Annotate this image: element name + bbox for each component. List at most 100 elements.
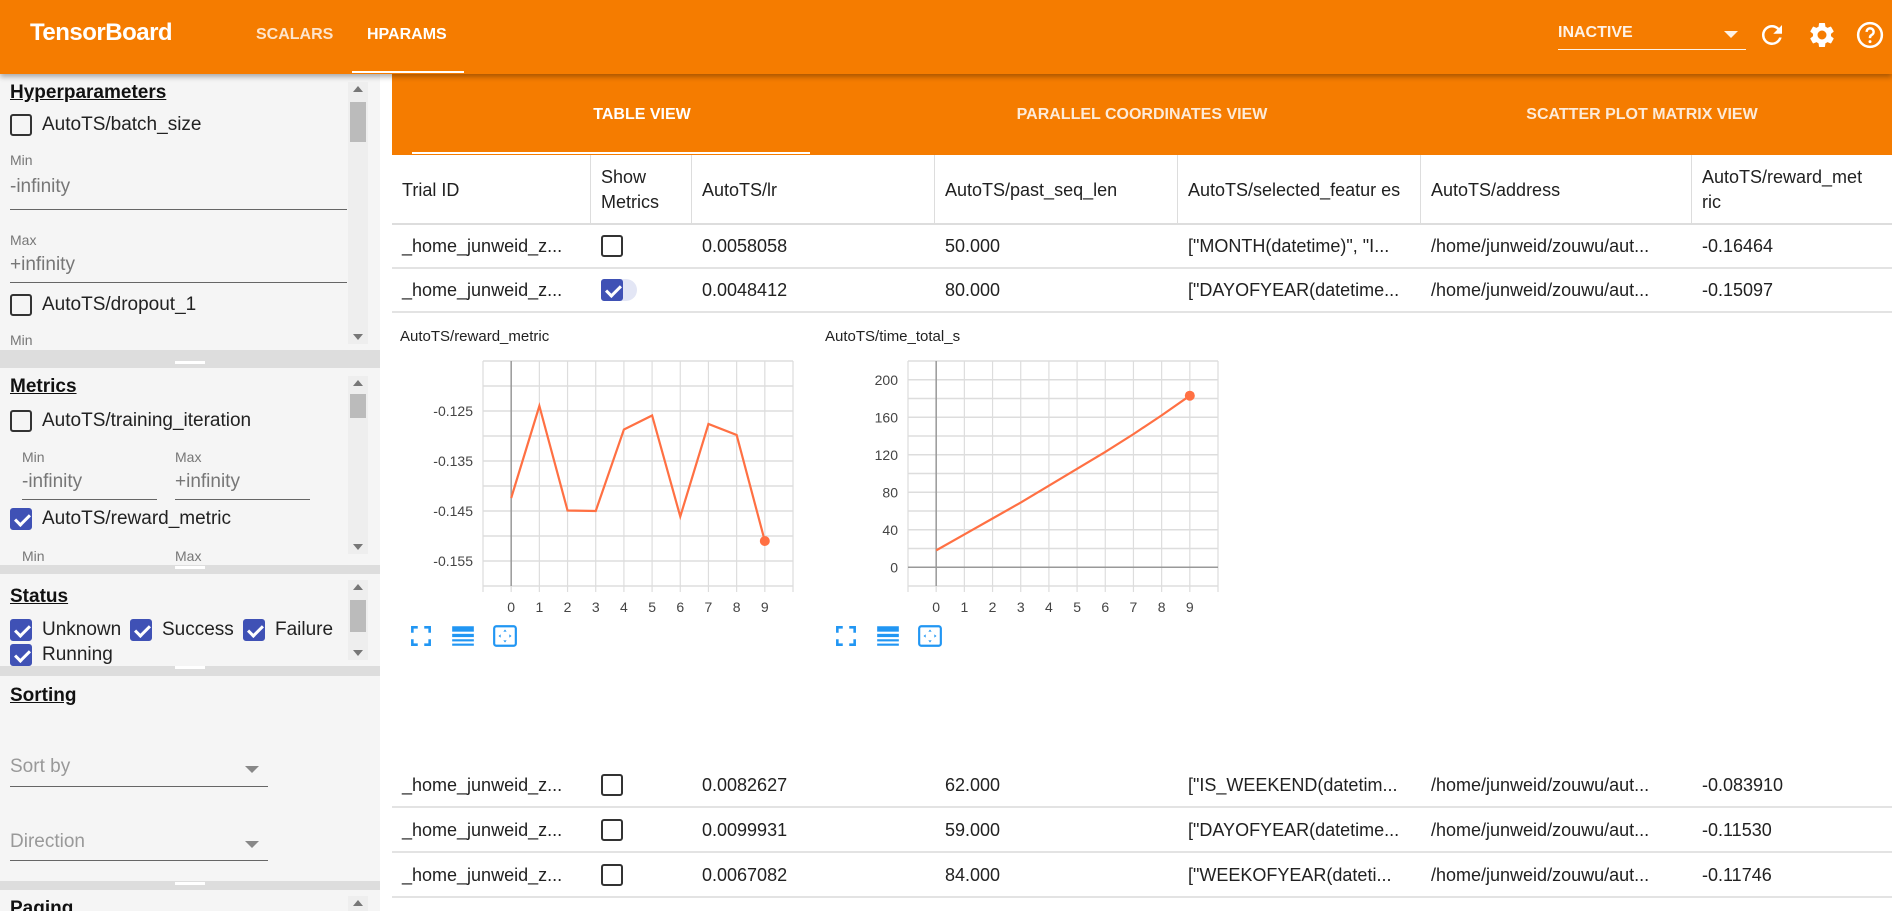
hparam-checkbox-dropout[interactable]	[10, 294, 32, 316]
hparam-checkbox-batch-size[interactable]	[10, 114, 32, 136]
series-line	[510, 402, 766, 542]
scroll-down-icon[interactable]	[353, 334, 363, 340]
show-metrics-checkbox[interactable]	[591, 225, 692, 267]
show-metrics-checkbox[interactable]	[591, 854, 692, 896]
scroll-up-icon[interactable]	[353, 584, 363, 590]
scroll-up-icon[interactable]	[353, 380, 363, 386]
sorting-section: Sorting Sort by Direction	[0, 676, 380, 881]
fullscreen-icon[interactable]	[408, 623, 434, 649]
top-app-bar: TensorBoard SCALARS HPARAMS INACTIVE	[0, 0, 1892, 74]
nav-tab-scalars[interactable]: SCALARS	[256, 26, 334, 43]
settings-icon[interactable]	[1807, 20, 1837, 50]
status-checkbox-unknown[interactable]	[10, 619, 32, 641]
refresh-icon[interactable]	[1757, 20, 1787, 50]
x-tick-label: 4	[1045, 599, 1053, 615]
min-label: Min	[22, 449, 45, 465]
cell-lr: 0.0099931	[702, 820, 788, 840]
cell-selected-features: ["DAYOFYEAR(datetime...	[1188, 280, 1400, 300]
scrollbar[interactable]	[348, 896, 368, 911]
view-tabs: TABLE VIEW PARALLEL COORDINATES VIEW SCA…	[392, 74, 1892, 155]
table-row: _home_junweid_z... 0.0082627 62.000 ["IS_WE…	[392, 764, 1892, 808]
data-table-icon[interactable]	[450, 623, 476, 649]
data-table-icon[interactable]	[875, 623, 901, 649]
checkbox[interactable]	[601, 864, 623, 886]
input-underline	[175, 499, 310, 500]
x-tick-label: 2	[564, 599, 572, 615]
scrollbar[interactable]	[348, 376, 368, 554]
table-row: _home_junweid_z... 0.0099931 59.000 ["DAYOF…	[392, 809, 1892, 853]
cell-address: /home/junweid/zouwu/aut...	[1431, 280, 1650, 300]
nav-tab-hparams[interactable]: HPARAMS	[367, 26, 447, 43]
metric-checkbox-reward-metric[interactable]	[10, 508, 32, 530]
chart-controls	[408, 623, 518, 649]
section-title: Status	[10, 586, 69, 607]
column-header[interactable]: AutoTS/selected_featur es	[1178, 155, 1421, 225]
status-checkbox-success[interactable]	[130, 619, 152, 641]
column-header[interactable]: Show Metrics	[591, 155, 692, 225]
max-input[interactable]: +infinity	[175, 471, 240, 492]
metrics-charts-panel: AutoTS/reward_metric -0.125 -0.135 -0.145 -0…	[392, 313, 1892, 764]
scrollbar[interactable]	[348, 82, 368, 344]
sidebar-resize-grip[interactable]	[384, 490, 386, 520]
status-label: Failure	[275, 619, 334, 640]
x-tick-label: 9	[761, 599, 769, 615]
min-input[interactable]: -infinity	[22, 471, 83, 492]
resize-handle[interactable]	[175, 566, 205, 569]
scroll-up-icon[interactable]	[353, 86, 363, 92]
tab-scatter-plot-matrix-view[interactable]: SCATTER PLOT MATRIX VIEW	[1526, 106, 1758, 123]
plugin-selector-dropdown[interactable]: INACTIVE	[1558, 22, 1746, 50]
checkbox[interactable]	[601, 819, 623, 841]
y-tick-label: -0.155	[433, 553, 473, 569]
column-header[interactable]: AutoTS/reward_met ric	[1702, 167, 1863, 212]
table-header-row: Trial ID Show Metrics AutoTS/lr AutoTS/past…	[392, 155, 1892, 225]
min-input[interactable]: -infinity	[10, 176, 71, 197]
tab-parallel-coordinates-view[interactable]: PARALLEL COORDINATES VIEW	[1016, 106, 1268, 123]
cell-trial-id: _home_junweid_z...	[402, 236, 563, 256]
show-metrics-checkbox[interactable]	[591, 764, 692, 806]
scroll-up-icon[interactable]	[353, 900, 363, 906]
x-tick-label: 1	[535, 599, 543, 615]
x-tick-label: 3	[1017, 599, 1025, 615]
tab-table-view[interactable]: TABLE VIEW	[593, 106, 691, 123]
scroll-down-icon[interactable]	[353, 650, 363, 656]
y-tick-label: -0.135	[433, 453, 473, 469]
scroll-thumb[interactable]	[350, 600, 366, 632]
cell-reward-metric: -0.15097	[1702, 280, 1774, 300]
column-header[interactable]: Trial ID	[392, 155, 591, 225]
table-row: _home_junweid_z... 0.0058058 50.000 ["MONTH…	[392, 225, 1892, 269]
x-tick-label: 8	[733, 599, 741, 615]
status-label: Running	[42, 644, 113, 665]
help-icon[interactable]	[1855, 20, 1885, 50]
column-header[interactable]: AutoTS/past_seq_len	[935, 155, 1178, 225]
checkbox[interactable]	[601, 235, 623, 257]
checkbox[interactable]	[601, 774, 623, 796]
column-header[interactable]: AutoTS/lr	[692, 155, 935, 225]
show-metrics-checkbox[interactable]	[591, 809, 692, 851]
x-tick-label: 6	[1101, 599, 1109, 615]
input-underline	[10, 786, 268, 787]
column-header[interactable]: AutoTS/address	[1421, 155, 1692, 225]
x-tick-label: 7	[1130, 599, 1138, 615]
metric-checkbox-training-iteration[interactable]	[10, 410, 32, 432]
cell-selected-features: ["DAYOFYEAR(datetime...	[1188, 820, 1400, 840]
fullscreen-icon[interactable]	[833, 623, 859, 649]
resize-handle[interactable]	[175, 361, 205, 364]
cell-selected-features: ["WEEKOFYEAR(dateti...	[1188, 865, 1392, 885]
resize-handle[interactable]	[175, 882, 205, 885]
x-tick-label: 5	[648, 599, 656, 615]
status-checkbox-failure[interactable]	[243, 619, 265, 641]
max-input[interactable]: +infinity	[10, 254, 75, 275]
scroll-down-icon[interactable]	[353, 544, 363, 550]
checkbox[interactable]	[601, 279, 623, 301]
scroll-thumb[interactable]	[350, 394, 366, 418]
show-metrics-checkbox[interactable]	[591, 269, 692, 311]
x-tick-label: 5	[1073, 599, 1081, 615]
status-checkbox-running[interactable]	[10, 644, 32, 666]
scroll-thumb[interactable]	[350, 102, 366, 142]
scrollbar[interactable]	[348, 580, 368, 660]
fit-domain-icon[interactable]	[492, 623, 518, 649]
x-tick-label: 7	[705, 599, 713, 615]
cell-lr: 0.0067082	[702, 865, 788, 885]
resize-handle[interactable]	[175, 666, 205, 669]
fit-domain-icon[interactable]	[917, 623, 943, 649]
